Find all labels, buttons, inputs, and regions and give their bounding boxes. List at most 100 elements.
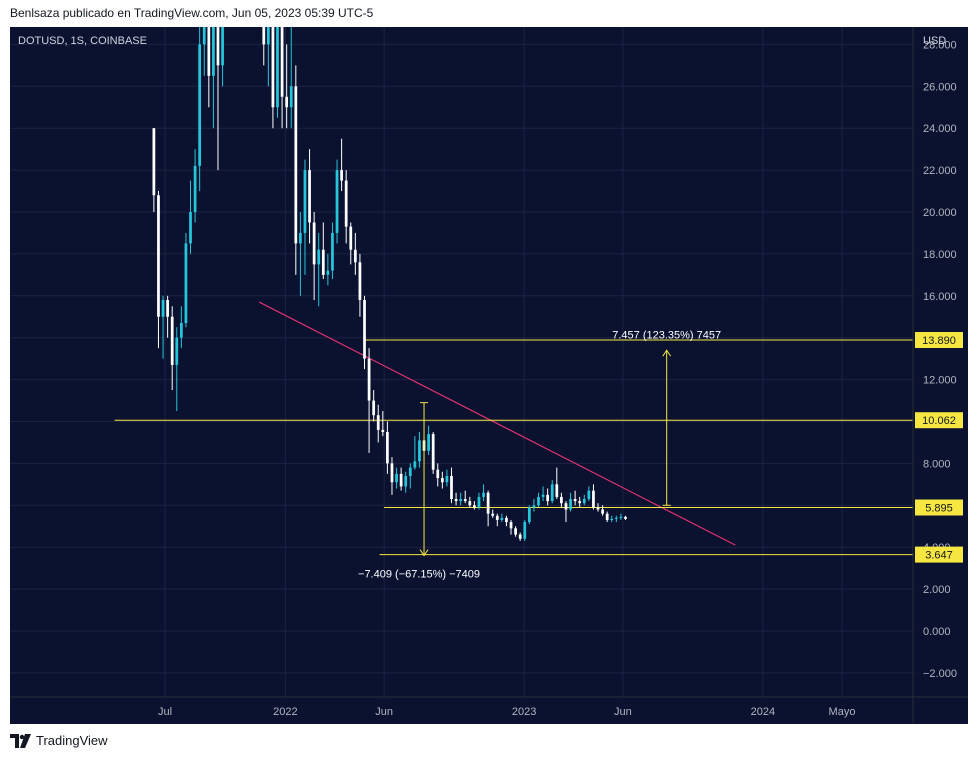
candle-body [193, 165, 197, 212]
candle-body [431, 434, 435, 470]
candle-body [624, 516, 627, 519]
candle [271, 27, 275, 129]
candle-body [450, 475, 453, 500]
candle [344, 170, 348, 244]
candle-body [408, 467, 412, 476]
candle-body [578, 501, 582, 504]
candle [326, 253, 330, 286]
candle-body [321, 249, 325, 275]
time-tick-label: Jun [614, 706, 632, 718]
candle [541, 486, 545, 502]
candle [280, 27, 284, 129]
candle-body [500, 517, 504, 520]
time-axis: Jul 2022 Jun 2023 Jun 2024 Mayo [158, 706, 855, 718]
candle-body [353, 249, 357, 263]
candle [408, 463, 412, 489]
price-tick-label: 24.000 [923, 123, 957, 135]
candle [605, 511, 609, 523]
price-tick-label: 8.000 [923, 458, 951, 470]
levels-layer [114, 339, 913, 556]
candle-body [152, 128, 156, 196]
symbol-info: DOTUSD, 1S, COINBASE [18, 35, 147, 47]
candle-body [166, 299, 169, 317]
price-tick-label: 20.000 [923, 207, 957, 219]
candle-body [344, 180, 348, 227]
candle [482, 484, 485, 502]
time-tick-label: Jun [375, 706, 393, 718]
candle [381, 411, 385, 437]
price-level-badge [915, 332, 963, 349]
candle-body [280, 27, 284, 97]
candle-body [294, 86, 298, 244]
candle-body [614, 517, 618, 519]
candle [289, 27, 293, 129]
candle [276, 27, 279, 118]
candle-body [340, 170, 343, 181]
candle-body [532, 505, 536, 508]
candle-body [546, 494, 550, 502]
candle [317, 232, 321, 307]
footer-brand[interactable]: TradingView [10, 733, 108, 748]
candle [413, 436, 417, 470]
price-tick-label: 12.000 [923, 375, 957, 387]
grid-lines [10, 27, 913, 697]
candle [573, 490, 577, 506]
candle [491, 509, 495, 518]
candle [212, 27, 215, 129]
candle-body [207, 27, 211, 76]
candle-body [509, 522, 513, 529]
candle-body [436, 469, 440, 479]
candle [294, 65, 298, 275]
candle-body [189, 212, 192, 244]
candle [184, 232, 188, 328]
candle [372, 390, 376, 422]
measure-arrowhead [419, 549, 429, 557]
candle-body [514, 528, 517, 535]
candle [560, 492, 563, 508]
candle-body [399, 473, 403, 487]
candle-body [349, 226, 353, 250]
candle-body [271, 27, 275, 108]
candle-body [555, 484, 559, 497]
candle [546, 488, 550, 506]
candle [166, 295, 169, 338]
candles-layer [152, 27, 627, 541]
candle-body [596, 507, 600, 510]
candle [431, 431, 435, 474]
candle-body [376, 415, 380, 430]
candle [367, 348, 371, 453]
candle [308, 149, 311, 244]
candle [161, 295, 165, 359]
candle [193, 149, 197, 223]
candle [207, 27, 211, 108]
candle [459, 492, 463, 506]
candle-body [262, 27, 266, 45]
footer-brand-label: TradingView [36, 733, 108, 748]
candle-body [372, 400, 376, 416]
price-tick-label: 2.000 [923, 584, 951, 596]
chart-area[interactable]: 7.457 (123.35%) 7457 −7.409 (−67.15%) −74… [10, 27, 968, 724]
candle [514, 526, 517, 537]
candle [299, 212, 302, 296]
candle [601, 505, 604, 516]
candle [624, 515, 627, 520]
candle [569, 492, 572, 512]
candle [518, 532, 522, 541]
candle-body [468, 501, 472, 506]
price-chart[interactable]: 7.457 (123.35%) 7457 −7.409 (−67.15%) −74… [10, 27, 968, 724]
publish-info: Benlsaza publicado en TradingView.com, J… [10, 6, 374, 20]
candle [436, 463, 440, 487]
candle [596, 503, 600, 512]
tradingview-logo-icon [10, 733, 31, 748]
candle-body [266, 27, 270, 45]
currency-label: USD [923, 35, 946, 47]
candle-body [541, 494, 545, 497]
candle [399, 467, 403, 491]
candle [473, 501, 476, 510]
candle [427, 425, 430, 456]
candle [454, 492, 458, 506]
candle-body [390, 463, 394, 483]
candle [262, 27, 266, 66]
candle [152, 128, 156, 212]
candle-body [537, 496, 540, 506]
